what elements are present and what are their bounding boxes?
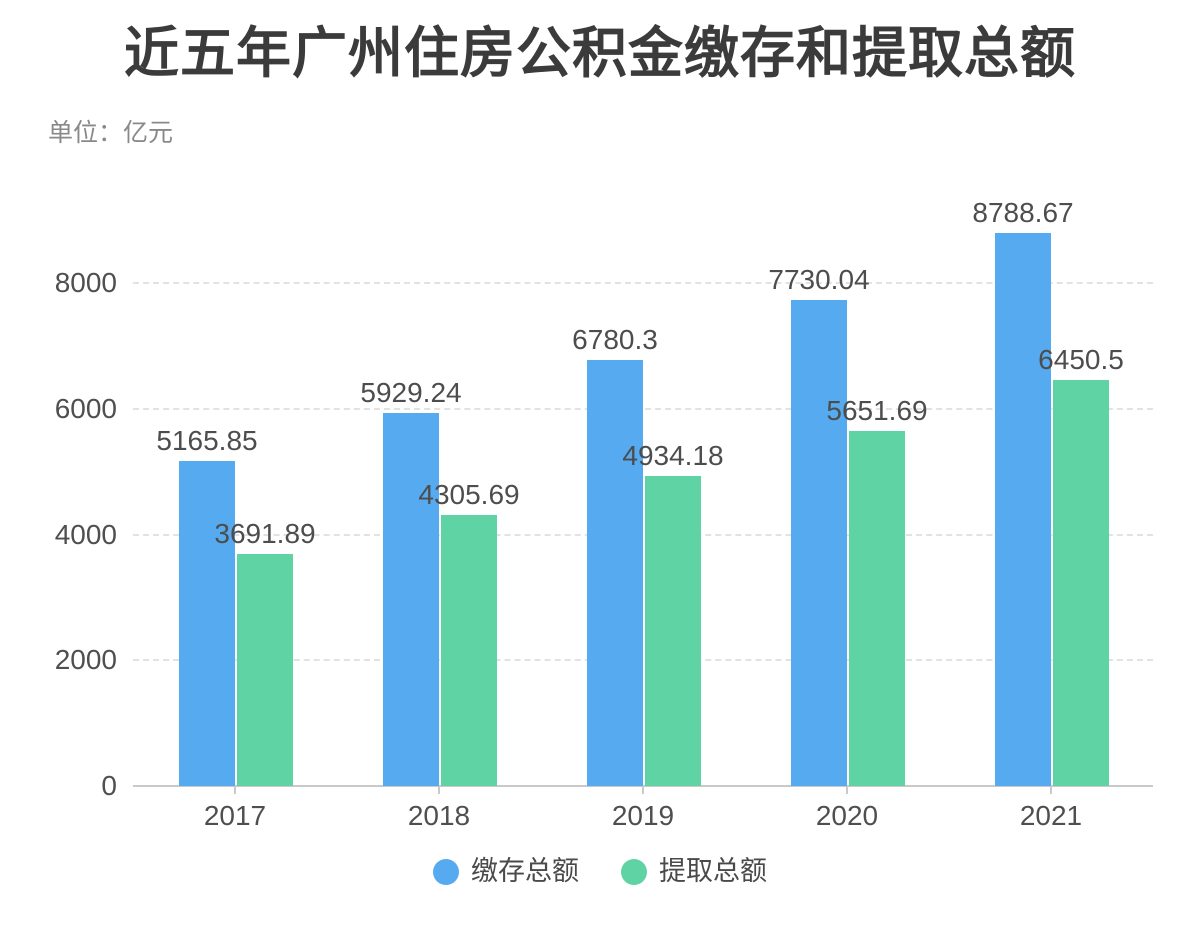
legend: 缴存总额 提取总额 [0, 858, 1200, 885]
bar-value-label: 5165.85 [156, 425, 258, 457]
bar-提取总额-2017[interactable] [237, 553, 293, 786]
x-axis-tick [642, 786, 644, 794]
y-gridline [133, 282, 1153, 284]
y-axis-tick-label: 8000 [54, 267, 117, 298]
bar-value-label: 7730.04 [768, 263, 870, 295]
bar-value-label: 6450.5 [1038, 344, 1124, 376]
bar-提取总额-2020[interactable] [849, 430, 905, 786]
bar-缴存总额-2017[interactable] [179, 461, 235, 786]
bar-value-label: 5651.69 [826, 394, 928, 426]
bar-value-label: 3691.89 [214, 517, 316, 549]
legend-item-withdraw-total[interactable]: 提取总额 [621, 858, 767, 885]
y-gridline [133, 533, 1153, 536]
bar-缴存总额-2019[interactable] [587, 359, 643, 786]
y-axis-tick-label: 6000 [54, 392, 117, 424]
x-axis-category-label: 2019 [611, 800, 675, 831]
x-axis-tick [438, 786, 440, 794]
legend-item-deposit-total[interactable]: 缴存总额 [433, 858, 579, 885]
legend-label-deposit-total: 缴存总额 [471, 856, 579, 886]
y-gridline [133, 407, 1153, 410]
x-axis-tick [1050, 786, 1052, 794]
bar-提取总额-2018[interactable] [441, 515, 497, 786]
legend-label-withdraw-total: 提取总额 [659, 856, 767, 886]
bar-提取总额-2019[interactable] [645, 475, 701, 786]
x-axis-category-label: 2017 [203, 800, 267, 831]
y-axis-tick-label: 4000 [54, 518, 117, 550]
bar-缴存总额-2018[interactable] [383, 413, 439, 786]
bar-value-label: 5929.24 [360, 377, 462, 409]
bar-提取总额-2021[interactable] [1053, 380, 1109, 786]
chart-title: 近五年广州住房公积金缴存和提取总额 [123, 23, 1076, 84]
bar-缴存总额-2020[interactable] [791, 299, 847, 786]
bar-value-label: 4934.18 [622, 439, 724, 471]
x-axis-category-label: 2021 [1019, 800, 1083, 831]
x-axis-tick [846, 786, 848, 794]
unit-label: 单位：亿元 [48, 119, 174, 147]
y-axis-tick-label: 0 [101, 770, 117, 801]
bar-缴存总额-2021[interactable] [995, 233, 1051, 786]
legend-marker-deposit-icon [433, 858, 459, 885]
x-axis-category-label: 2018 [407, 800, 471, 831]
x-axis-tick [234, 786, 236, 794]
bar-value-label: 6780.3 [572, 323, 658, 355]
y-axis-tick-label: 2000 [54, 644, 117, 676]
y-gridline [133, 659, 1153, 662]
x-axis-category-label: 2020 [815, 800, 879, 831]
legend-marker-withdraw-icon [621, 858, 647, 885]
bar-value-label: 8788.67 [972, 197, 1074, 229]
bar-value-label: 4305.69 [418, 479, 520, 511]
